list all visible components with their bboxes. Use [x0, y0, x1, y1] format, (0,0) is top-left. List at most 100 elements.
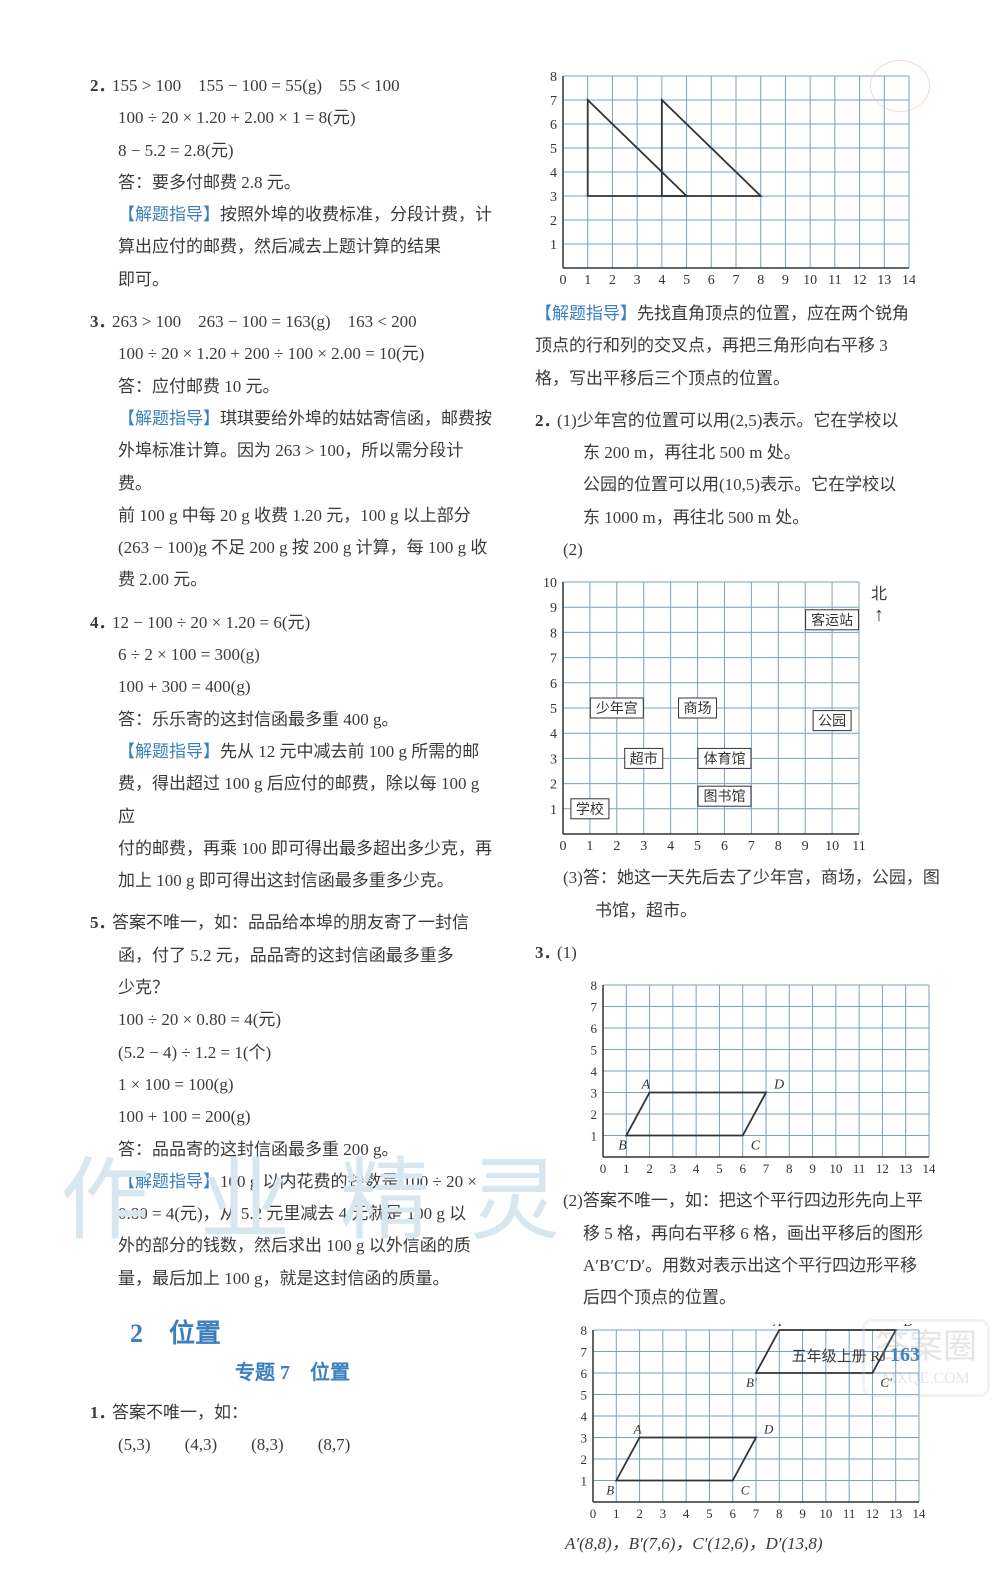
- svg-text:14: 14: [902, 273, 915, 288]
- svg-text:0: 0: [560, 839, 567, 854]
- guide-label: 【解题指导】: [118, 409, 220, 428]
- svg-text:A: A: [641, 1078, 651, 1093]
- watermark: 答案圈 MXQE.COM: [862, 1319, 990, 1397]
- north-label: 北: [871, 580, 887, 604]
- text-line: (1)少年宫的位置可以用(2,5)表示。它在学校以: [557, 411, 898, 430]
- problem-number: 1．: [90, 1397, 112, 1429]
- svg-text:3: 3: [660, 1506, 667, 1521]
- guide-label: 【解题指导】: [535, 304, 637, 323]
- svg-text:11: 11: [843, 1506, 856, 1521]
- text-line: 100 ÷ 20 × 0.80 = 4(元): [90, 1004, 495, 1036]
- text-line: 后四个顶点的位置。: [535, 1282, 940, 1314]
- guide-block: 【解题指导】先找直角顶点的位置，应在两个锐角 顶点的行和列的交叉点，再把三角形向…: [535, 298, 940, 395]
- svg-text:4: 4: [550, 166, 557, 181]
- guide-line: 【解题指导】琪琪要给外埠的姑姑寄信函，邮费按: [90, 403, 495, 435]
- coords-line: A′(8,8)，B′(7,6)，C′(12,6)，D′(13,8): [535, 1528, 940, 1560]
- svg-text:6: 6: [581, 1366, 588, 1381]
- text-line: 即可。: [90, 264, 495, 296]
- svg-text:3: 3: [640, 839, 647, 854]
- svg-text:5: 5: [550, 702, 557, 717]
- svg-text:B: B: [618, 1139, 627, 1154]
- text-line: 函，付了 5.2 元，品品寄的这封信函最多重多: [90, 940, 495, 972]
- svg-text:8: 8: [550, 627, 557, 642]
- text-line: 答案不唯一，如：: [112, 1403, 248, 1422]
- text-line: 100 ÷ 20 × 1.20 + 2.00 × 1 = 8(元): [90, 102, 495, 134]
- text-line: 先找直角顶点的位置，应在两个锐角: [637, 304, 909, 323]
- text-line: 答：要多付邮费 2.8 元。: [90, 167, 495, 199]
- svg-text:7: 7: [753, 1506, 760, 1521]
- problem-number: 3．: [535, 937, 557, 969]
- svg-text:6: 6: [729, 1506, 736, 1521]
- text-line: 100 + 100 = 200(g): [90, 1101, 495, 1133]
- svg-text:5: 5: [550, 142, 557, 157]
- problem-2r: 2．(1)少年宫的位置可以用(2,5)表示。它在学校以 东 200 m，再往北 …: [535, 405, 940, 566]
- svg-text:8: 8: [776, 1506, 783, 1521]
- problem-4: 4．12 − 100 ÷ 20 × 1.20 = 6(元) 6 ÷ 2 × 10…: [90, 607, 495, 898]
- svg-text:4: 4: [591, 1064, 598, 1079]
- text-line: 算出应付的邮费，然后减去上题计算的结果: [90, 231, 495, 263]
- guide-line: 【解题指导】100 g 以内花费的钱数是 100 ÷ 20 ×: [90, 1166, 495, 1198]
- left-column: 2．155 > 100 155 − 100 = 55(g) 55 < 100 1…: [90, 70, 495, 1571]
- north-arrow-icon: ↑: [871, 604, 887, 627]
- svg-text:2: 2: [613, 839, 620, 854]
- svg-text:9: 9: [550, 602, 557, 617]
- svg-text:1: 1: [581, 1474, 588, 1489]
- watermark-line2: MXQE.COM: [875, 1369, 977, 1388]
- guide-line: 【解题指导】先从 12 元中减去前 100 g 所需的邮: [90, 736, 495, 768]
- text-line: 前 100 g 中每 20 g 收费 1.20 元，100 g 以上部分: [90, 500, 495, 532]
- svg-text:12: 12: [866, 1506, 879, 1521]
- svg-text:2: 2: [581, 1452, 588, 1467]
- answer-2-3: (3)答：她这一天先后去了少年宫，商场，公园，图 书馆，超市。: [535, 862, 940, 927]
- text-line: 顶点的行和列的交叉点，再把三角形向右平移 3: [535, 330, 940, 362]
- text-line: (5,3) (4,3) (8,3) (8,7): [90, 1429, 495, 1461]
- text-line: 12 − 100 ÷ 20 × 1.20 = 6(元): [112, 613, 310, 632]
- svg-text:1: 1: [591, 1129, 598, 1144]
- chart-2: 0123456789101112345678910学校超市少年宫商场体育馆图书馆…: [535, 576, 865, 856]
- svg-text:7: 7: [748, 839, 755, 854]
- svg-text:11: 11: [853, 1161, 866, 1176]
- svg-text:6: 6: [550, 677, 557, 692]
- text-line: 外的部分的钱数，然后求出 100 g 以外信函的质: [90, 1230, 495, 1262]
- svg-text:学校: 学校: [576, 801, 604, 818]
- svg-text:6: 6: [708, 273, 715, 288]
- svg-text:3: 3: [591, 1086, 598, 1101]
- text-line: 东 1000 m，再往北 500 m 处。: [535, 502, 940, 534]
- svg-text:1: 1: [623, 1161, 630, 1176]
- guide-label: 【解题指导】: [118, 205, 220, 224]
- svg-text:3: 3: [634, 273, 641, 288]
- svg-text:5: 5: [581, 1388, 588, 1403]
- svg-text:7: 7: [591, 1000, 598, 1015]
- svg-text:少年宫: 少年宫: [596, 701, 638, 717]
- svg-text:4: 4: [550, 728, 557, 743]
- guide-label: 【解题指导】: [118, 742, 220, 761]
- answer-3-2: (2)答案不唯一，如：把这个平行四边形先向上平 移 5 格，再向右平移 6 格，…: [535, 1185, 940, 1314]
- stamp-decoration: [870, 60, 930, 112]
- svg-text:9: 9: [809, 1161, 816, 1176]
- svg-text:图书馆: 图书馆: [703, 790, 745, 806]
- text-line: (3)答：她这一天先后去了少年宫，商场，公园，图: [535, 862, 940, 894]
- svg-text:2: 2: [591, 1107, 598, 1122]
- text-line: 外埠标准计算。因为 263 > 100，所以需分段计费。: [90, 435, 495, 500]
- text-line: 8 − 5.2 = 2.8(元): [90, 135, 495, 167]
- problem-number: 2．: [535, 405, 557, 437]
- svg-text:商场: 商场: [684, 701, 712, 717]
- svg-text:3: 3: [670, 1161, 677, 1176]
- svg-text:13: 13: [899, 1161, 912, 1176]
- svg-text:13: 13: [877, 273, 891, 288]
- text-line: 6 ÷ 2 × 100 = 300(g): [90, 639, 495, 671]
- svg-text:4: 4: [693, 1161, 700, 1176]
- svg-text:10: 10: [803, 273, 817, 288]
- svg-text:C: C: [741, 1483, 750, 1498]
- svg-text:A′: A′: [772, 1324, 784, 1329]
- svg-text:5: 5: [706, 1506, 713, 1521]
- svg-text:体育馆: 体育馆: [703, 752, 745, 768]
- svg-text:7: 7: [763, 1161, 770, 1176]
- svg-text:2: 2: [550, 214, 557, 229]
- text-line: 先从 12 元中减去前 100 g 所需的邮: [220, 742, 479, 761]
- svg-text:6: 6: [591, 1021, 598, 1036]
- text-line: 量，最后加上 100 g，就是这封信函的质量。: [90, 1263, 495, 1295]
- svg-text:1: 1: [550, 803, 557, 818]
- svg-text:10: 10: [819, 1506, 832, 1521]
- svg-text:12: 12: [853, 273, 867, 288]
- text-line: 100 + 300 = 400(g): [90, 671, 495, 703]
